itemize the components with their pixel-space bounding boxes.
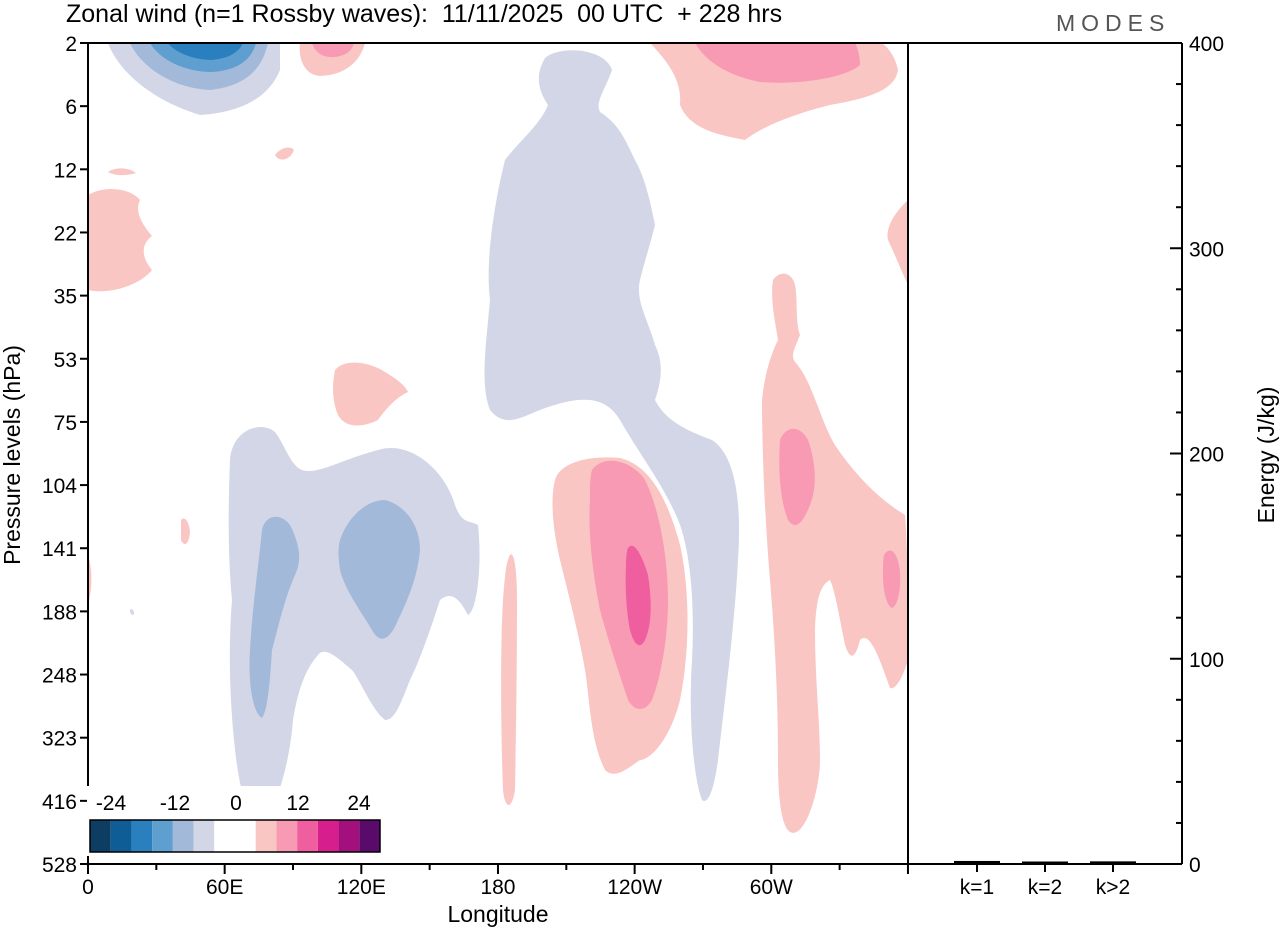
y-tick-label: 188 — [42, 601, 77, 624]
x-tick-label: 0 — [82, 876, 94, 899]
y-tick-label: 53 — [54, 349, 77, 372]
energy-axis-label: Energy (J/kg) — [1253, 387, 1279, 524]
energy-bar — [954, 860, 1000, 864]
contour-pos-left-edge — [88, 188, 152, 292]
colorbar-swatch — [193, 820, 215, 852]
colorbar-swatch — [131, 820, 153, 852]
energy-bar — [1090, 861, 1136, 864]
modes-logo: MODES — [1056, 10, 1171, 36]
colorbar-swatch — [255, 820, 277, 852]
y-tick-label: 35 — [54, 286, 77, 309]
contour-pos-53hpa — [333, 362, 408, 426]
contour-field — [88, 43, 908, 833]
contour-pos-120w-l3 — [625, 545, 651, 646]
x-tick-label: 60W — [750, 876, 793, 899]
energy-bars: k=1 k=2 k>2 — [954, 860, 1136, 899]
contour-pos-50w-l2b — [883, 550, 901, 608]
y-tick-label: 2 — [65, 33, 77, 56]
colorbar-swatch — [235, 820, 256, 852]
bar-category-label: k>2 — [1096, 876, 1130, 899]
colorbar-swatch — [90, 820, 111, 852]
energy-tick-label: 0 — [1189, 854, 1201, 877]
y-tick-label: 6 — [65, 96, 77, 119]
bar-category-label: k=1 — [960, 876, 994, 899]
contour-pos-strat-small-l2 — [312, 43, 354, 58]
energy-tick-label: 300 — [1189, 238, 1224, 261]
y-tick-label: 248 — [42, 665, 77, 688]
contour-neg-mid-l2b — [338, 500, 420, 639]
x-axis-label: Longitude — [447, 901, 548, 927]
colorbar-swatch — [152, 820, 173, 852]
x-tick-label: 120W — [607, 876, 662, 899]
y-tick-label: 416 — [42, 791, 77, 814]
colorbar-label: 0 — [230, 792, 242, 815]
chart-title: Zonal wind (n=1 Rossby waves): 11/11/202… — [66, 0, 783, 28]
bar-category-label: k=2 — [1028, 876, 1062, 899]
colorbar-swatch — [359, 820, 380, 852]
colorbar-swatch — [276, 820, 298, 852]
contour-pos-right-edge — [887, 200, 908, 285]
energy-tick-label: 400 — [1189, 33, 1224, 56]
energy-tick-label: 100 — [1189, 649, 1224, 672]
colorbar-label: 24 — [347, 792, 371, 815]
colorbar-frame — [89, 819, 381, 853]
contour-pos-50w-outer — [762, 273, 908, 833]
contour-pos-50w-l2a — [779, 428, 815, 525]
x-tick-label: 120E — [337, 876, 386, 899]
energy-tick-label: 200 — [1189, 444, 1224, 467]
y-tick-label: 104 — [42, 475, 77, 498]
x-axis-ticks: 0 60E 120E 180 120W 60W — [82, 864, 909, 899]
y-tick-label: 323 — [42, 728, 77, 751]
colorbar-label: -12 — [160, 792, 190, 815]
contour-pos-speck-3 — [181, 518, 190, 544]
x-tick-label: 60E — [206, 876, 243, 899]
colorbar-label: 12 — [286, 792, 309, 815]
y-tick-label: 528 — [42, 854, 77, 877]
colorbar-swatch — [297, 820, 318, 852]
contour-neg-mid-outer — [228, 427, 480, 825]
y-tick-label: 12 — [54, 159, 77, 182]
y-tick-label: 141 — [42, 538, 77, 561]
energy-axis-ticks: 0 100 200 300 400 — [1170, 33, 1224, 877]
colorbar-swatch — [338, 820, 360, 852]
contour-neg-central — [484, 50, 740, 801]
contour-pos-speck-1 — [275, 147, 294, 160]
colorbar-swatch — [172, 820, 194, 852]
contour-pos-ne-l2 — [695, 43, 860, 83]
colorbar-swatch — [110, 820, 132, 852]
colorbar-swatch — [317, 820, 339, 852]
contour-neg-mid-l2a — [249, 516, 300, 718]
colorbar: -24 -12 0 12 24 — [87, 786, 383, 856]
y-tick-label: 75 — [54, 412, 77, 435]
y-tick-label: 22 — [54, 222, 77, 245]
contour-pos-streak-180 — [501, 554, 517, 805]
colorbar-swatch — [214, 820, 235, 852]
colorbar-label: -24 — [96, 792, 127, 815]
contour-neg-speck — [130, 609, 134, 615]
contour-pos-speck-2 — [108, 168, 136, 176]
contour-neg-strat-l4 — [168, 43, 243, 60]
y-axis-ticks: 2 6 12 22 35 53 75 104 141 188 248 323 416 528 — [42, 33, 88, 877]
energy-bar — [1022, 861, 1068, 864]
x-tick-label: 180 — [480, 876, 515, 899]
y-axis-label: Pressure levels (hPa) — [0, 345, 25, 565]
